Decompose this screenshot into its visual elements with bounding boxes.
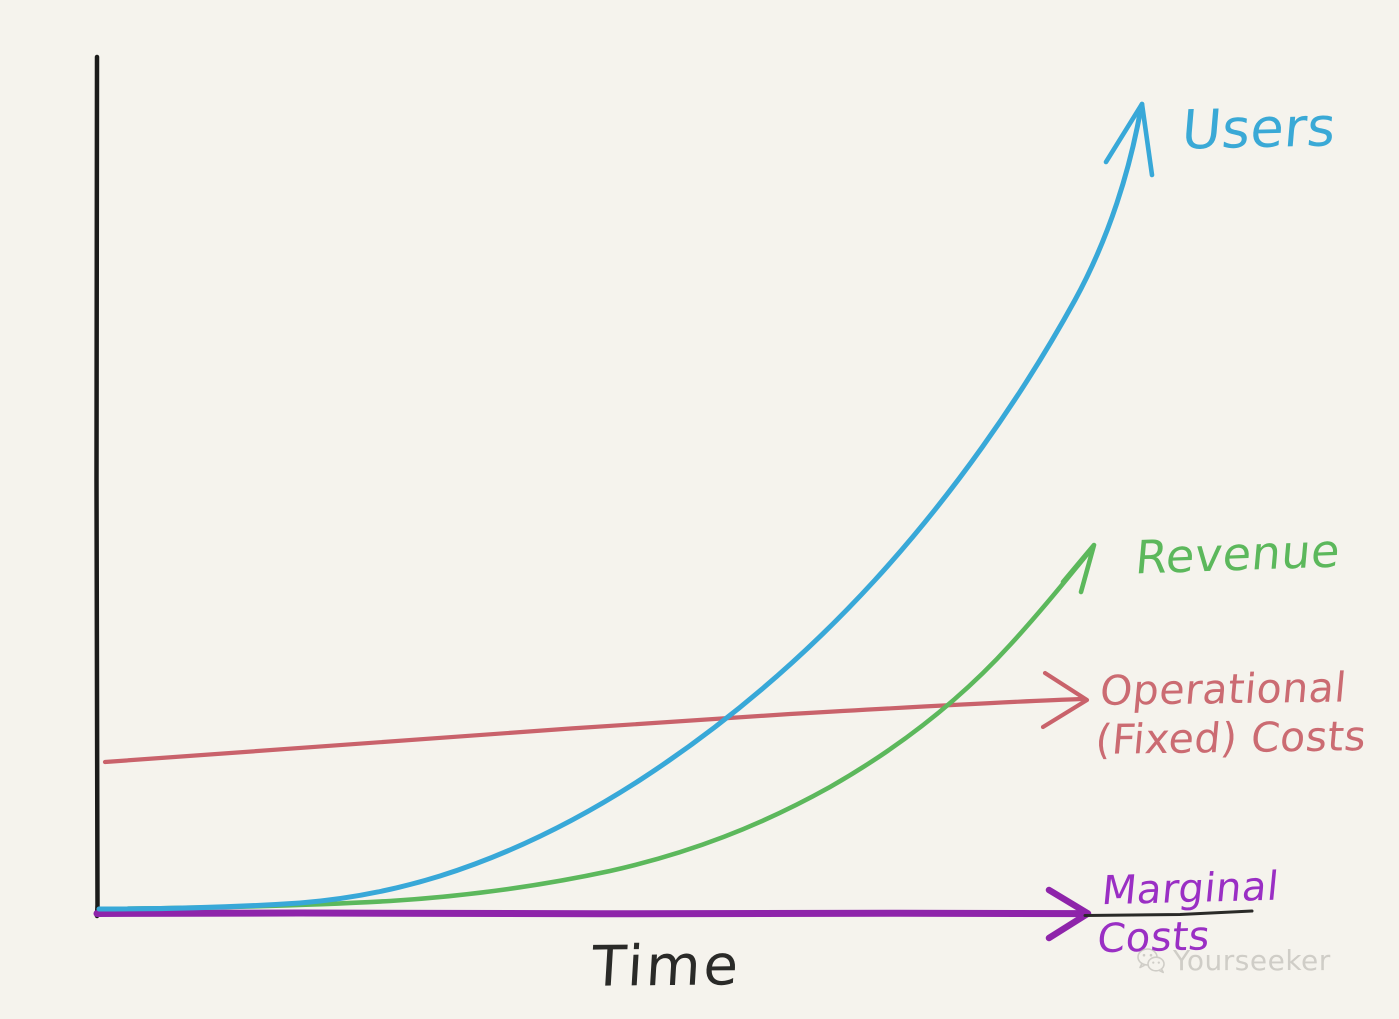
watermark-text: Yourseeker	[1173, 944, 1331, 977]
series-revenue	[96, 542, 1097, 912]
series-label-revenue: Revenue	[1133, 523, 1343, 585]
series-label-operational-costs-line2: (Fixed) Costs	[1093, 712, 1369, 765]
revenue-arrowhead	[1060, 542, 1097, 595]
operational-costs-arrowhead	[1040, 670, 1090, 730]
operational-costs-line	[102, 696, 1085, 765]
watermark: Yourseeker	[1136, 944, 1331, 977]
series-marginal-costs	[93, 886, 1092, 942]
users-curve	[96, 110, 1143, 912]
marginal-label-underline	[1083, 909, 1254, 917]
series-label-operational-costs-line1: Operational	[1097, 663, 1349, 715]
y-axis-line	[94, 54, 100, 919]
series-label-marginal-costs-line1: Marginal	[1099, 863, 1282, 915]
wechat-icon	[1137, 947, 1165, 973]
marginal-costs-line	[93, 909, 1087, 918]
users-arrowhead-right	[1139, 101, 1155, 178]
series-users	[96, 101, 1155, 912]
series-label-operational-costs: Operational (Fixed) Costs	[1093, 663, 1372, 765]
revenue-curve	[96, 549, 1092, 912]
series-operational-costs	[102, 670, 1090, 765]
series-label-users: Users	[1179, 95, 1339, 162]
users-arrowhead-left	[1103, 101, 1145, 165]
x-axis-label-time: Time	[590, 933, 744, 1000]
marginal-costs-arrowhead	[1045, 886, 1092, 942]
